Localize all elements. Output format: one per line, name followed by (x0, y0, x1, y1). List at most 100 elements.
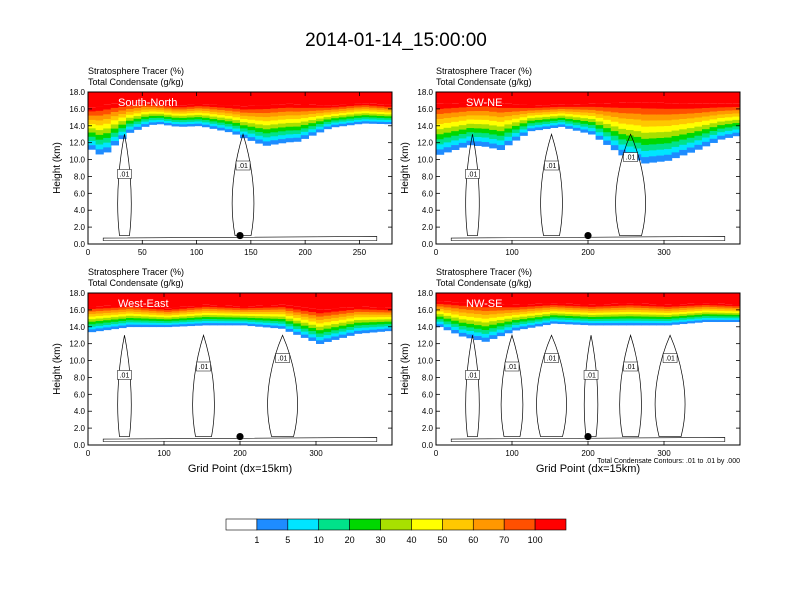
contour-label-box (623, 361, 638, 372)
tracer-cell (694, 140, 703, 146)
tracer-cell (618, 118, 627, 124)
tracer-cell (686, 128, 695, 134)
tracer-cell (648, 108, 657, 115)
tracer-cell (641, 322, 650, 326)
tracer-cell (285, 92, 294, 104)
colorbar-swatch (411, 518, 443, 531)
tracer-cell (572, 316, 581, 319)
tracer-cell (580, 129, 589, 133)
tracer-cell (209, 309, 218, 312)
tracer-cell (519, 293, 528, 305)
tracer-cell (133, 121, 142, 125)
tracer-cell (316, 92, 325, 106)
contour-line (583, 335, 599, 437)
tracer-cell (588, 308, 597, 312)
tracer-cell (686, 321, 695, 324)
colorbar-label: 60 (468, 535, 478, 545)
tracer-cell (436, 139, 445, 145)
tracer-cell (588, 319, 597, 322)
tracer-cell (671, 293, 680, 305)
tracer-cell (641, 305, 650, 309)
tracer-cell (512, 125, 521, 130)
tracer-cell (686, 137, 695, 143)
tracer-cell (550, 309, 559, 312)
tracer-cell (148, 120, 157, 123)
tracer-cell (278, 314, 287, 317)
tracer-cell (496, 112, 505, 118)
tracer-cell (171, 324, 180, 327)
tracer-cell (572, 114, 581, 118)
tracer-cell (331, 105, 340, 108)
tracer-cell (293, 92, 302, 105)
tracer-cell (164, 118, 173, 122)
tracer-cell (527, 110, 536, 114)
contour-label-box (196, 361, 211, 372)
tracer-cell (133, 105, 142, 109)
tracer-cell (316, 340, 325, 344)
tracer-cell (202, 117, 211, 121)
tracer-cell (694, 92, 703, 104)
tracer-cell (141, 124, 150, 127)
tracer-cell (610, 145, 619, 151)
tracer-cell (512, 322, 521, 326)
colorbar-label: 50 (437, 535, 447, 545)
tracer-cell (702, 137, 711, 143)
tracer-cell (451, 305, 460, 309)
tracer-cell (118, 135, 127, 140)
tracer-cell (232, 321, 241, 324)
tracer-cell (202, 321, 211, 324)
tracer-cell (550, 118, 559, 122)
tracer-cell (648, 304, 657, 307)
tracer-cell (141, 104, 150, 108)
tracer-cell (209, 111, 218, 115)
tracer-cell (232, 131, 241, 135)
tracer-cell (103, 317, 112, 321)
tracer-cell (443, 327, 452, 331)
tracer-cell (202, 310, 211, 314)
tracer-cell (534, 115, 543, 118)
tracer-cell (626, 102, 635, 109)
tracer-cell (504, 307, 513, 311)
tracer-cell (496, 145, 505, 151)
tracer-cell (641, 132, 650, 140)
tracer-cell (262, 314, 271, 317)
tracer-cell (110, 136, 119, 142)
tracer-cell (519, 306, 528, 310)
tracer-cell (338, 104, 347, 108)
tracer-cell (384, 312, 392, 316)
tracer-cell (694, 307, 703, 310)
tracer-cell (709, 134, 718, 140)
tracer-cell (671, 146, 680, 153)
xtick-label: 200 (581, 449, 595, 458)
tracer-cell (240, 106, 249, 110)
tracer-cell (481, 303, 490, 308)
tracer-cell (679, 321, 688, 325)
tracer-cell (316, 107, 325, 111)
tracer-cell (451, 293, 460, 303)
tracer-cell (610, 293, 619, 304)
footnote: Total Condensate Contours: .01 to .01 by… (597, 458, 740, 465)
tracer-cell (443, 310, 452, 314)
tracer-cell (694, 117, 703, 123)
tracer-cell (240, 310, 249, 313)
tracer-cell (648, 120, 657, 127)
tracer-cell (656, 102, 665, 110)
tracer-cell (118, 131, 127, 136)
tracer-cell (331, 314, 340, 319)
tracer-cell (732, 126, 740, 130)
tracer-cell (633, 320, 642, 324)
tracer-cell (262, 141, 271, 146)
location-marker (584, 432, 592, 441)
tracer-cell (724, 318, 733, 321)
tracer-cell (308, 324, 317, 329)
tracer-cell (451, 121, 460, 127)
tracer-cell (641, 312, 650, 315)
tracer-cell (369, 324, 378, 328)
tracer-cell (633, 107, 642, 115)
tracer-cell (126, 315, 135, 319)
tracer-cell (610, 135, 619, 141)
tracer-cell (240, 319, 249, 322)
tracer-cell (194, 317, 203, 320)
tracer-cell (732, 132, 740, 137)
tracer-cell (103, 119, 112, 125)
